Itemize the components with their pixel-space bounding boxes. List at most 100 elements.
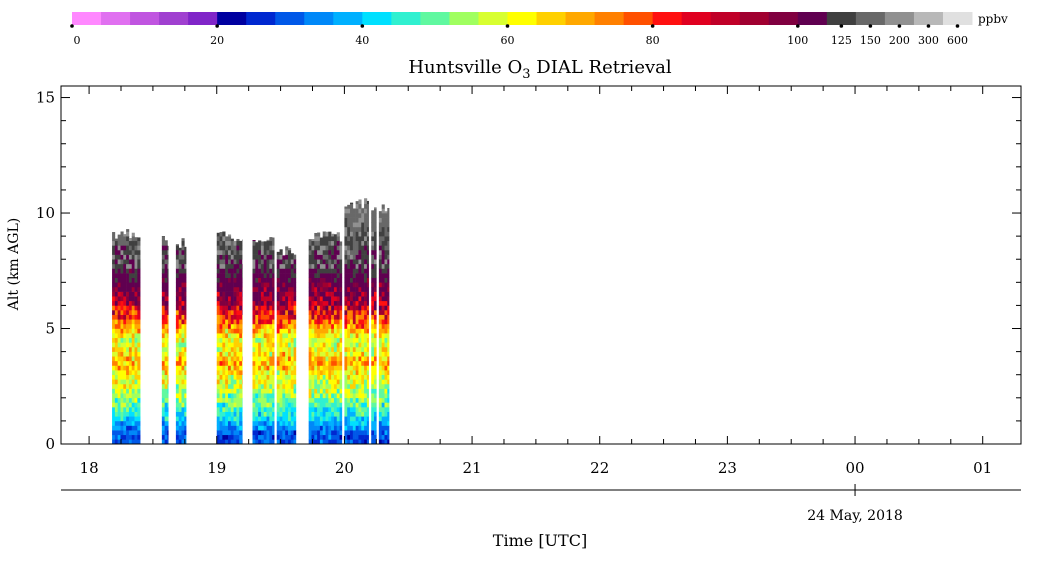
heatmap-cell [242,249,243,255]
heatmap-cell [319,416,324,422]
heatmap-cell [269,434,273,440]
heatmap-cell [279,402,283,408]
heatmap-cell [164,351,168,357]
heatmap-cell [325,388,329,394]
heatmap-cell [328,383,332,389]
heatmap-cell [314,397,318,403]
heatmap-cell [344,231,348,237]
heatmap-cell [279,342,283,348]
heatmap-cell [120,268,124,274]
heatmap-cell [293,300,297,306]
heatmap-cell [266,434,270,440]
heatmap-cell [137,365,141,371]
heatmap-cell [225,439,229,445]
heatmap-cell [311,333,315,339]
heatmap-cell [263,439,267,445]
heatmap-cell [263,310,267,315]
heatmap-cell [381,282,385,288]
heatmap-cell [374,300,377,306]
heatmap-cell [347,273,351,279]
colorbar-tick [926,24,931,28]
heatmap-cell [164,310,168,315]
heatmap-cell [374,226,377,232]
heatmap-cell [282,351,286,357]
heatmap-cell [344,305,348,311]
heatmap-cell [236,296,240,302]
heatmap-cell [282,411,286,417]
heatmap-cell [222,236,226,242]
chart-title: Huntsville O3 DIAL Retrieval [408,57,672,82]
heatmap-cell [178,259,182,265]
heatmap-cell [276,374,280,380]
heatmap-cell [219,337,223,343]
heatmap-cell [366,282,369,288]
heatmap-cell [352,411,356,417]
heatmap-cell [355,370,359,376]
heatmap-cell [123,411,127,417]
heatmap-cell [216,268,220,274]
heatmap-cell [126,439,130,445]
heatmap-cell [350,402,354,408]
heatmap-cell [279,286,283,292]
heatmap-cell [333,360,338,366]
heatmap-cell [128,434,133,440]
heatmap-cell [222,263,226,269]
heatmap-cell [216,388,220,394]
heatmap-cell [387,254,390,260]
heatmap-cell [319,314,324,320]
heatmap-cell [167,323,169,329]
heatmap-cell [276,323,280,329]
heatmap-cell [219,393,223,399]
heatmap-cell [216,397,220,403]
heatmap-cell [371,411,375,417]
heatmap-cell [344,208,348,214]
heatmap-cell [272,268,275,274]
heatmap-cell [216,360,220,366]
heatmap-cell [339,379,343,385]
heatmap-cell [236,300,240,306]
heatmap-cell [374,365,377,371]
heatmap-cell [344,379,348,385]
heatmap-cell [114,277,118,283]
heatmap-cell [117,333,121,339]
heatmap-cell [374,249,377,255]
heatmap-cell [279,328,283,334]
heatmap-cell [120,388,124,394]
heatmap-cell [225,374,229,380]
heatmap-cell [344,245,348,251]
heatmap-cell [252,282,256,288]
heatmap-cell [287,393,292,399]
heatmap-cell [358,388,362,394]
colorbar-swatch [565,12,596,25]
heatmap-cell [314,263,318,269]
heatmap-cell [164,346,168,352]
heatmap-cell [350,351,354,357]
heatmap-cell [258,263,262,269]
heatmap-cell [352,323,356,329]
heatmap-cell [333,434,338,440]
heatmap-cell [269,328,273,334]
heatmap-cell [131,370,135,376]
heatmap-cell [319,383,324,389]
heatmap-cell [358,416,362,422]
heatmap-cell [161,416,165,422]
heatmap-cell [352,319,356,325]
heatmap-cell [325,328,329,334]
heatmap-cell [126,342,130,348]
heatmap-cell [378,310,382,315]
heatmap-cell [123,416,127,422]
heatmap-cell [344,273,348,279]
heatmap-cell [222,360,226,366]
heatmap-cell [384,411,388,417]
heatmap-cell [126,430,130,436]
heatmap-cell [350,286,354,292]
heatmap-cell [236,407,240,412]
heatmap-cell [134,351,138,357]
heatmap-cell [178,328,182,334]
heatmap-cell [219,360,223,366]
heatmap-cell [227,328,232,334]
heatmap-cell [227,420,232,426]
heatmap-cell [120,333,124,339]
heatmap-cell [117,263,121,269]
heatmap-cell [328,254,332,260]
